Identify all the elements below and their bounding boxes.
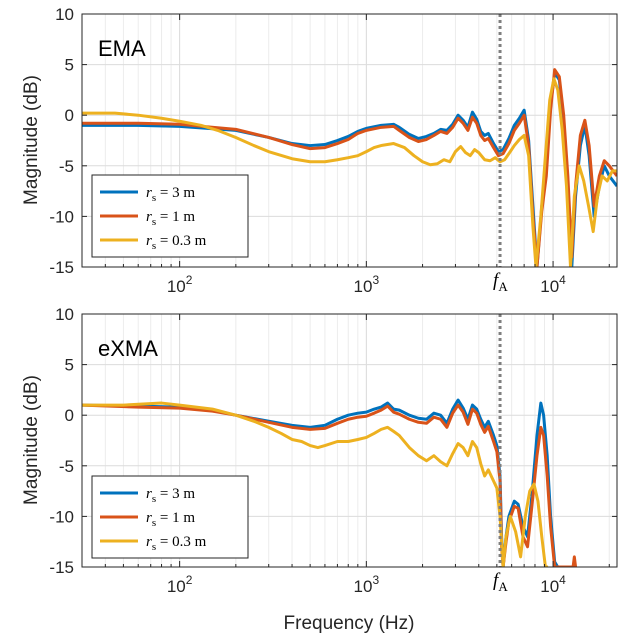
fa-subscript: A bbox=[498, 579, 508, 594]
x-tick-label: 104 bbox=[540, 273, 566, 296]
legend-label-1: rs = 1 m bbox=[146, 209, 195, 228]
y-tick-label: -15 bbox=[49, 258, 74, 277]
y-tick-label: 5 bbox=[65, 356, 74, 375]
y-tick-label: 10 bbox=[55, 5, 74, 24]
y-tick-label: -10 bbox=[49, 207, 74, 226]
series-line-1 bbox=[82, 68, 617, 267]
panel-label-ema: EMA bbox=[98, 36, 146, 61]
y-tick-label: 0 bbox=[65, 406, 74, 425]
fa-subscript: A bbox=[498, 279, 508, 294]
legend-label-2: rs = 0.3 m bbox=[146, 534, 207, 553]
fa-label-top: fA bbox=[493, 270, 508, 294]
y-axis-title-bottom: Magnitude (dB) bbox=[21, 375, 42, 505]
series-line-0 bbox=[82, 398, 560, 567]
y-tick-label: -5 bbox=[59, 457, 74, 476]
legend-top: rs = 3 m rs = 1 m rs = 0.3 m bbox=[91, 174, 249, 258]
x-tick-label: 103 bbox=[354, 273, 380, 296]
x-axis-title: Frequency (Hz) bbox=[284, 613, 415, 634]
y-tick-label: -15 bbox=[49, 558, 74, 577]
panel-top: 10 5 0 -5 -10 -15 102 103 104 EMA Magnitude (dB… bbox=[21, 5, 618, 296]
y-tick-label: -5 bbox=[59, 157, 74, 176]
fa-symbol: f bbox=[493, 270, 501, 291]
series-line-1 bbox=[82, 403, 578, 567]
x-tick-label: 102 bbox=[167, 573, 193, 596]
y-tick-label: -10 bbox=[49, 507, 74, 526]
y-axis-title-top: Magnitude (dB) bbox=[21, 75, 42, 205]
legend-label-1: rs = 1 m bbox=[146, 510, 195, 529]
x-tick-label: 102 bbox=[167, 273, 193, 296]
series-line-2 bbox=[82, 401, 549, 567]
x-tick-label: 104 bbox=[540, 573, 566, 596]
axes-box-bottom bbox=[81, 313, 618, 568]
y-tick-label: 10 bbox=[55, 305, 74, 324]
x-ticks-top: 102 103 104 bbox=[104, 14, 610, 296]
fa-label-bottom: fA bbox=[493, 570, 508, 594]
legend-label-0: rs = 3 m bbox=[146, 185, 195, 204]
axes-box-top bbox=[81, 13, 618, 268]
x-ticks-bottom: 102 103 104 bbox=[104, 314, 610, 596]
y-ticks-top: 10 5 0 -5 -10 -15 bbox=[49, 5, 617, 277]
series-line-2 bbox=[82, 77, 617, 267]
fa-symbol: f bbox=[493, 570, 501, 591]
legend-bottom: rs = 3 m rs = 1 m rs = 0.3 m bbox=[91, 475, 249, 559]
curves-bottom bbox=[82, 398, 578, 567]
curves-top bbox=[82, 68, 617, 267]
y-ticks-bottom: 10 5 0 -5 -10 -15 bbox=[49, 305, 617, 577]
panel-bottom: 10 5 0 -5 -10 -15 102 103 104 eXMA Magnitude (d… bbox=[21, 305, 618, 634]
legend-label-0: rs = 3 m bbox=[146, 486, 195, 505]
panel-label-exma: eXMA bbox=[98, 336, 158, 361]
y-tick-label: 5 bbox=[65, 56, 74, 75]
legend-label-2: rs = 0.3 m bbox=[146, 233, 207, 252]
x-tick-label: 103 bbox=[354, 573, 380, 596]
y-tick-label: 0 bbox=[65, 106, 74, 125]
